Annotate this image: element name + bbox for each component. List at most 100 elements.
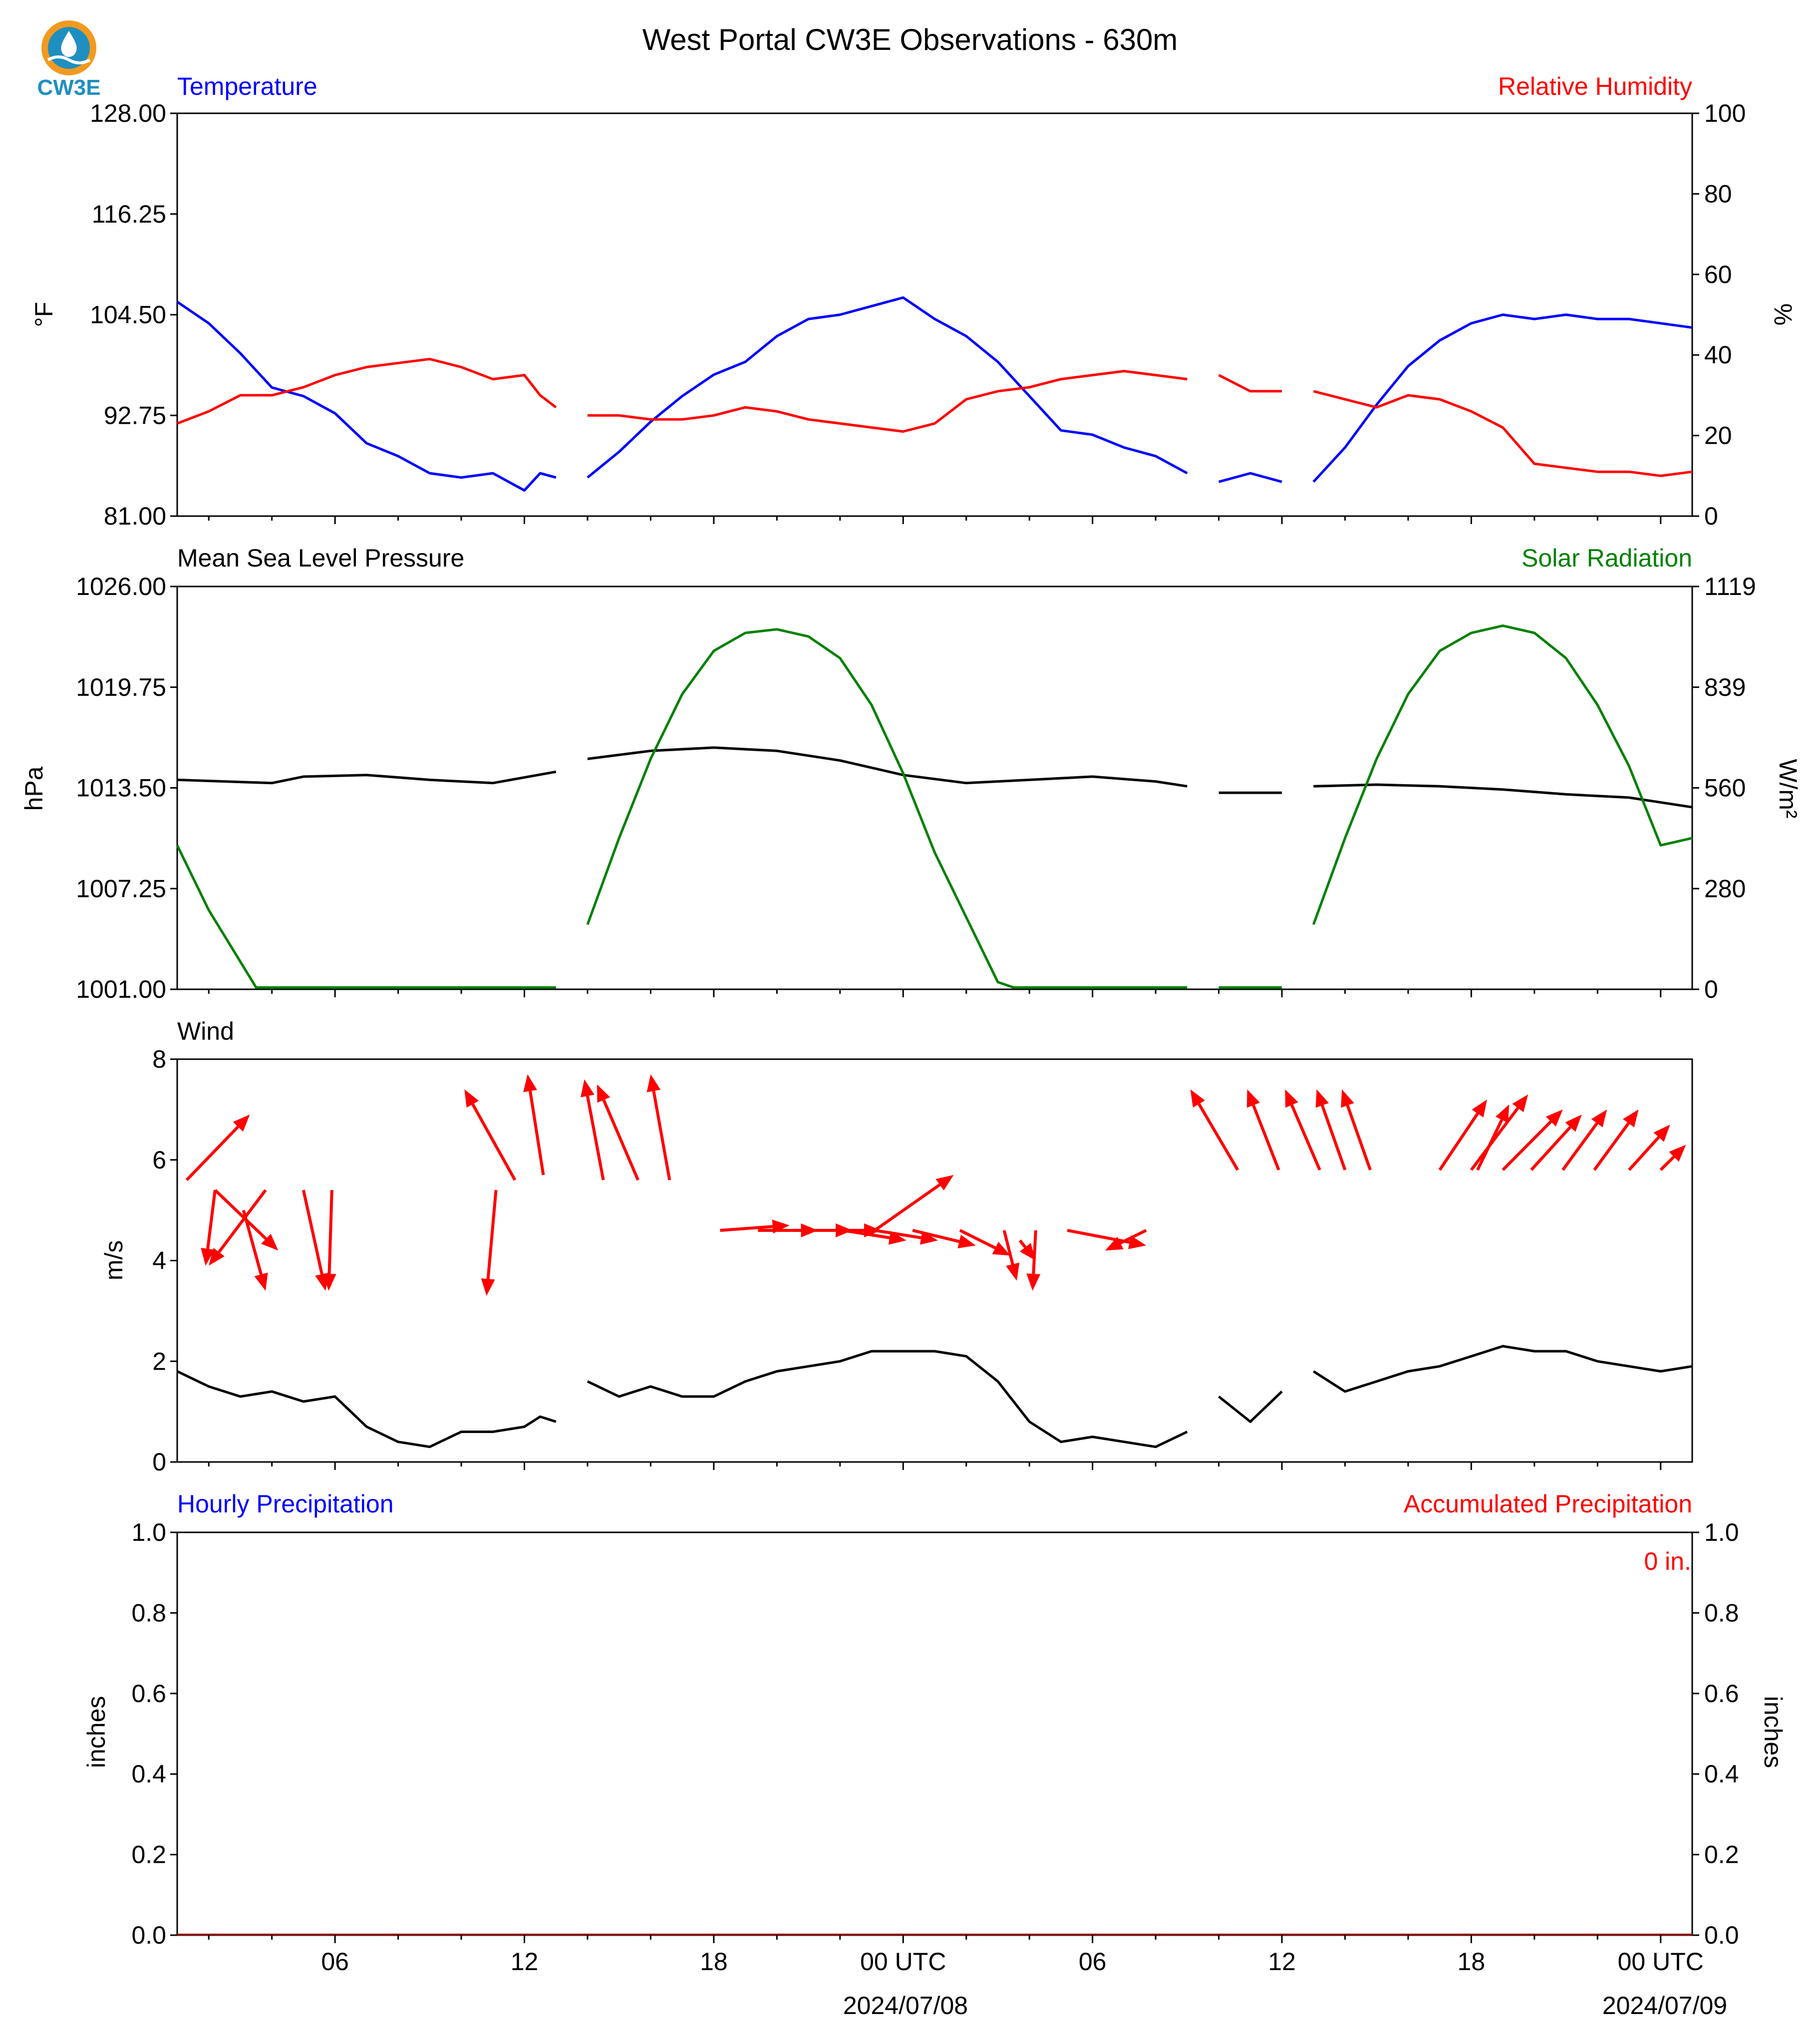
wind-arrow (214, 1189, 279, 1251)
wind-arrow-head (1006, 1262, 1020, 1281)
pressure-y-tick-label: 1001.00 (76, 975, 166, 1003)
temp-y-tick-label: 116.25 (92, 200, 166, 228)
wind-arrow-head (523, 1074, 537, 1093)
pressure-line (177, 746, 1693, 809)
wind-arrow-shaft (1476, 1119, 1504, 1171)
relative-humidity-line (177, 357, 1693, 477)
wind-arrows (185, 1074, 1686, 1296)
wind-arrow-head (1246, 1089, 1260, 1108)
wind-arrow-shaft (1346, 1105, 1372, 1170)
pressure-solar-panel: Mean Sea Level Pressure Solar Radiation … (20, 544, 1802, 1003)
wind-arrow-shaft (1067, 1229, 1130, 1244)
precip-accum-y-tick-label: 0.2 (1704, 1841, 1739, 1869)
wind-arrow-head (1669, 1145, 1686, 1162)
wind-arrow-head (1512, 1094, 1528, 1113)
wind-arrow (1341, 1089, 1372, 1170)
x-tick-label: 12 (1268, 1948, 1296, 1976)
wind-arrow-shaft (874, 1229, 921, 1239)
wind-arrow-shaft (1321, 1105, 1347, 1170)
wind-arrow-shaft (1530, 1126, 1572, 1171)
temp-y-ticks: 81.00 92.75 104.50 116.25 128.00 (90, 99, 177, 530)
accumulated-precip-label: Accumulated Precipitation (1404, 1490, 1692, 1518)
wind-arrow-head (233, 1114, 250, 1132)
figure-title: West Portal CW3E Observations - 630m (642, 23, 1178, 56)
pressure-x-ticks (208, 989, 1662, 997)
wind-arrow-shaft (874, 1183, 941, 1232)
solar-y-ticks: 0 280 560 839 1119 (1692, 573, 1756, 1003)
precip-y-ticks: 0.0 0.2 0.4 0.6 0.8 1.0 (131, 1518, 177, 1949)
wind-arrow (912, 1229, 976, 1248)
wind-arrow-head (1190, 1089, 1205, 1108)
wind-arrow (1502, 1109, 1563, 1171)
wind-arrow-shaft (602, 1099, 639, 1181)
wind-arrow-shaft (206, 1189, 217, 1249)
wind-arrow (1067, 1229, 1147, 1249)
temperature-line (176, 296, 1693, 492)
wind-arrow-shaft (1002, 1230, 1014, 1265)
wind-arrow (481, 1190, 498, 1296)
wind-arrow-shaft (242, 1209, 263, 1275)
rh-y-tick-label: 20 (1704, 422, 1732, 450)
logo-wave-icon (47, 55, 91, 64)
wind-arrow (1315, 1089, 1347, 1170)
pressure-y-tick-label: 1019.75 (76, 673, 166, 701)
wind-arrow-head (1591, 1109, 1607, 1128)
wind-arrow (209, 1189, 267, 1266)
wind-arrow (185, 1114, 250, 1181)
wind-arrow (1285, 1089, 1321, 1171)
wind-arrow-head (935, 1175, 954, 1191)
wind-arrow-shaft (1628, 1136, 1660, 1171)
solar-y-tick-label: 0 (1704, 975, 1718, 1003)
wind-arrow-head (1105, 1236, 1124, 1251)
wind-arrow-shaft (843, 1229, 890, 1239)
wind-arrow-head (957, 1234, 976, 1248)
x-tick-label: 06 (321, 1948, 349, 1976)
precip-y-tick-label: 0.2 (131, 1841, 166, 1869)
precip-y-tick-label: 0.4 (131, 1760, 166, 1788)
precip-y-tick-label: 0.6 (131, 1680, 166, 1708)
wind-arrow (1530, 1114, 1582, 1171)
wind-arrow-shaft (652, 1091, 671, 1180)
temp-rh-series (176, 296, 1693, 492)
wind-arrow (1470, 1094, 1528, 1171)
wind-arrow-shaft (185, 1126, 239, 1181)
wind-arrow (1018, 1239, 1036, 1261)
wind-arrow-shaft (1032, 1230, 1037, 1274)
wind-arrow (322, 1190, 336, 1291)
cw3e-logo: CW3E (37, 20, 101, 100)
wind-arrow-head (1019, 1243, 1036, 1261)
precip-y2-axis-label: inches (1759, 1696, 1787, 1768)
rh-y-axis-label: % (1769, 303, 1797, 325)
solar-radiation-label: Solar Radiation (1521, 544, 1692, 572)
wind-arrow-shaft (327, 1190, 333, 1274)
wind-x-ticks (208, 1462, 1662, 1470)
rh-y-tick-label: 0 (1704, 502, 1718, 530)
wind-arrow (581, 1079, 605, 1180)
wind-arrow-shaft (214, 1189, 267, 1240)
precip-y-tick-label: 0.8 (131, 1599, 166, 1627)
precip-y-tick-label: 0.0 (131, 1921, 166, 1949)
wind-plot-frame (176, 1058, 1693, 1463)
wind-arrow-head (1026, 1273, 1041, 1291)
wind-arrow-shaft (586, 1096, 605, 1180)
wind-arrow (523, 1074, 545, 1175)
precip-accum-y-tick-label: 0.4 (1704, 1760, 1739, 1788)
temp-plot-frame (176, 112, 1693, 517)
wind-arrow-head (1623, 1109, 1639, 1128)
wind-arrow (1190, 1089, 1239, 1171)
date-label-2: 2024/07/09 (1602, 1992, 1727, 2020)
wind-arrow-head (1653, 1125, 1670, 1142)
wind-arrow-shaft (1290, 1104, 1321, 1171)
wind-y-tick-label: 0 (152, 1448, 166, 1476)
wind-arrow-head (261, 1233, 279, 1251)
relative-humidity-label: Relative Humidity (1498, 72, 1692, 100)
wind-arrow-shaft (529, 1091, 545, 1175)
rh-y-tick-label: 80 (1704, 180, 1732, 208)
wind-arrow-shaft (720, 1225, 773, 1232)
precip-panel: Hourly Precipitation Accumulated Precipi… (82, 1490, 1787, 1976)
wind-arrow-shaft (302, 1189, 323, 1275)
wind-arrow-head (581, 1079, 595, 1098)
wind-arrow (1561, 1109, 1607, 1171)
precip-accum-y-tick-label: 0.6 (1704, 1680, 1739, 1708)
solar-radiation-line (176, 624, 1693, 989)
